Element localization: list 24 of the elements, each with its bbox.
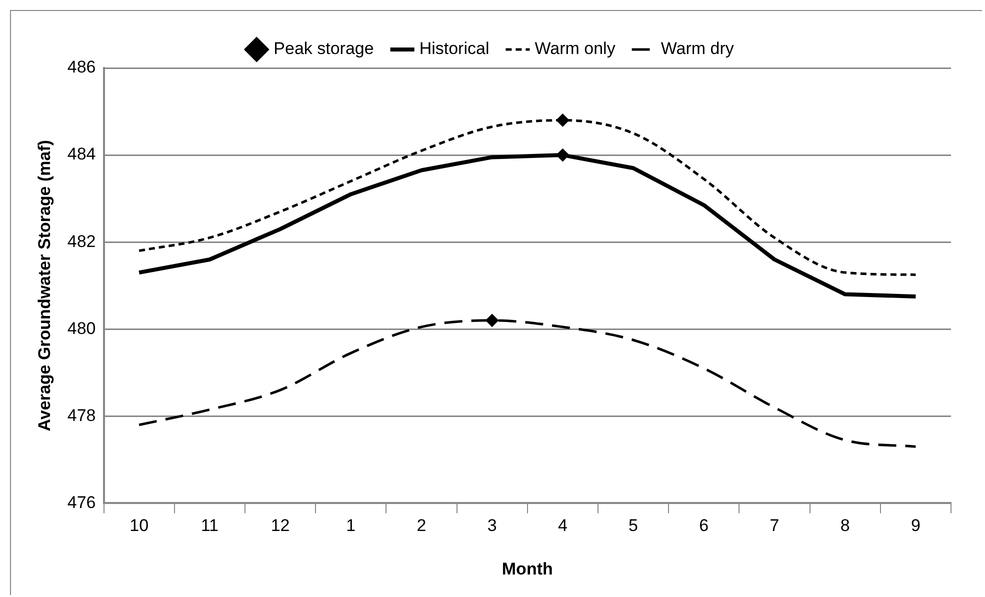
x-tick-label: 4 (558, 516, 568, 536)
legend-label: Peak storage (274, 39, 374, 58)
y-tick-label: 480 (67, 318, 96, 338)
y-tick-label: 476 (67, 492, 96, 512)
x-tick-label: 9 (910, 516, 920, 536)
x-axis-title: Month (502, 559, 553, 578)
x-tick-label: 6 (699, 516, 709, 536)
x-tick-label: 3 (487, 516, 497, 536)
y-tick-label: 478 (67, 406, 96, 425)
x-tick-label: 1 (346, 516, 356, 536)
x-tick-label: 10 (130, 516, 149, 536)
legend-label: Warm dry (660, 39, 734, 58)
legend-label: Warm only (534, 39, 616, 58)
x-tick-label: 7 (770, 516, 780, 536)
y-axis-title: Average Groundwater Storage (maf) (34, 140, 54, 432)
x-tick-label: 12 (270, 516, 290, 536)
legend-label: Historical (419, 39, 490, 58)
y-tick-label: 486 (67, 58, 96, 77)
x-tick-label: 11 (200, 516, 218, 536)
x-tick-label: 2 (416, 516, 426, 536)
y-tick-label: 482 (67, 232, 96, 251)
y-tick-label: 484 (67, 144, 96, 164)
x-tick-label: 5 (628, 516, 638, 536)
x-tick-label: 8 (840, 516, 850, 536)
